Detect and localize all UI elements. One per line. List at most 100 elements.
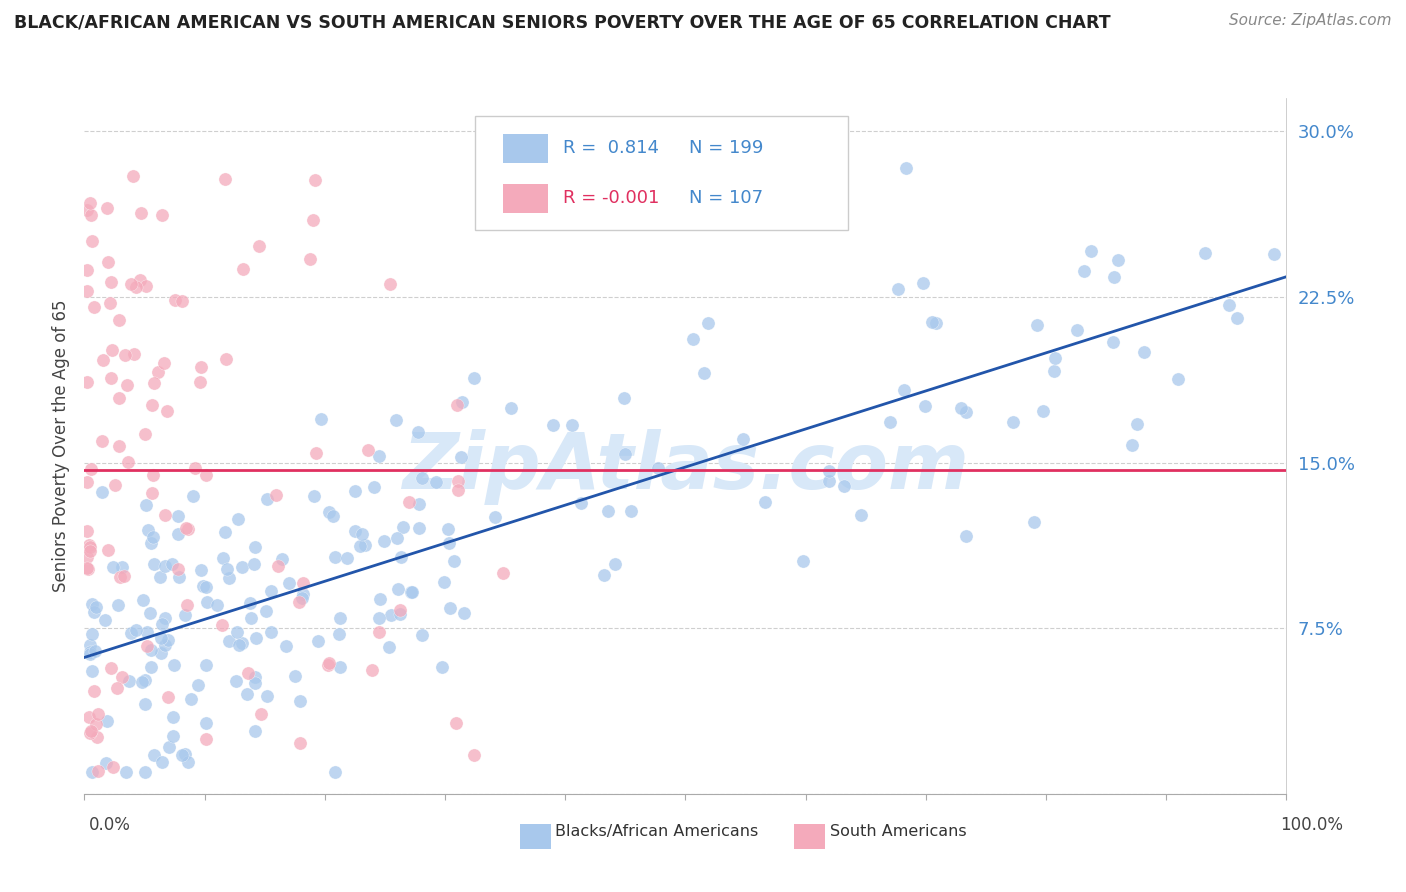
Point [80,234,103,248]
Point [167,561,190,575]
Point [174,747,197,762]
Point [136,640,159,654]
Point [93,613,115,627]
Point [387,582,409,597]
Point [247,238,270,252]
Point [152,208,174,222]
Point [398,495,420,509]
Point [817,464,839,478]
Point [1107,253,1129,268]
Point [309,412,332,426]
Point [955,529,977,543]
Y-axis label: Seniors Poverty Over the Age of 65: Seniors Poverty Over the Age of 65 [52,300,70,592]
Point [162,709,184,723]
Point [80,208,103,222]
Point [214,171,236,186]
Point [1001,415,1024,429]
Text: BLACK/AFRICAN AMERICAN VS SOUTH AMERICAN SENIORS POVERTY OVER THE AGE OF 65 CORR: BLACK/AFRICAN AMERICAN VS SOUTH AMERICAN… [14,13,1111,31]
Point [214,524,236,539]
Point [693,366,716,380]
Point [84,643,107,657]
Point [305,446,328,460]
Point [380,277,402,291]
Text: Blacks/African Americans: Blacks/African Americans [555,824,759,839]
Point [136,524,159,538]
Text: R =  0.814: R = 0.814 [562,139,659,157]
Point [134,427,156,442]
Point [96,201,118,215]
Point [245,540,267,554]
Point [181,489,204,503]
Point [596,504,619,518]
FancyBboxPatch shape [503,134,548,163]
Point [1026,318,1049,332]
Point [217,562,239,576]
Point [832,478,855,492]
Point [135,498,157,512]
Point [228,638,250,652]
Point [368,449,391,463]
Point [1194,246,1216,260]
Point [167,526,190,541]
Point [76,376,98,390]
Point [344,483,367,498]
Point [357,442,380,457]
Point [122,347,145,361]
Point [236,666,259,681]
Point [443,554,465,568]
Point [77,710,100,724]
Point [139,607,162,621]
Point [291,587,314,601]
Point [501,401,523,416]
Point [463,371,485,385]
Point [267,558,290,573]
Point [323,764,346,779]
Point [323,550,346,565]
Point [114,764,136,779]
Point [439,601,461,615]
Point [107,313,129,327]
Point [153,356,176,370]
Point [76,285,98,299]
Point [174,607,197,622]
Point [96,714,118,728]
Point [380,607,402,622]
Point [1080,244,1102,258]
Point [236,687,259,701]
Point [79,638,101,652]
Point [176,599,198,613]
Point [83,300,105,314]
Point [97,255,120,269]
Point [1167,372,1189,386]
Point [1043,351,1066,365]
Point [232,262,254,277]
Point [329,660,352,674]
Point [141,485,163,500]
Point [1226,310,1249,325]
Point [194,715,217,730]
Point [408,425,430,439]
Point [270,552,292,566]
Point [153,638,176,652]
Point [304,172,326,186]
Point [120,625,142,640]
Point [139,660,162,674]
Point [370,592,392,607]
Point [205,599,228,613]
Point [851,508,873,523]
Text: South Americans: South Americans [830,824,966,839]
Point [307,633,329,648]
Point [79,544,101,558]
Point [387,532,409,546]
Point [134,764,156,779]
Point [195,580,218,594]
Point [592,567,614,582]
Point [107,598,129,612]
Point [955,404,977,418]
Point [195,658,218,673]
Point [541,417,564,432]
Point [225,674,247,689]
Point [336,551,359,566]
Point [131,674,153,689]
Point [231,636,253,650]
